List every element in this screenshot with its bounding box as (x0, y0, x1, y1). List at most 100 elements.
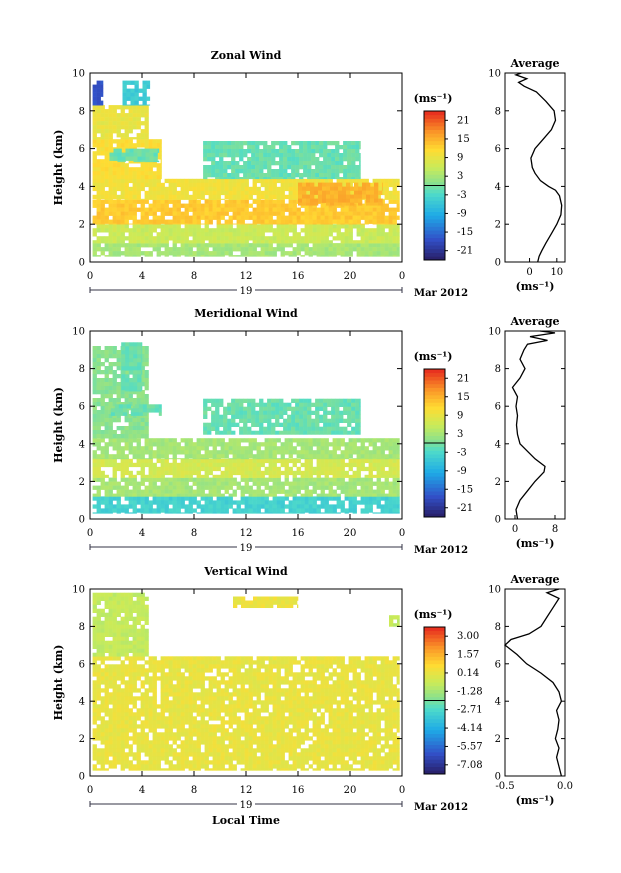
colorbar-tick-label: -3 (457, 447, 467, 458)
month-label: Mar 2012 (414, 802, 468, 813)
y-tick-label: 8 (79, 364, 85, 375)
x-tick-label: 0 (87, 271, 93, 282)
colorbar-band (424, 476, 445, 481)
colorbar-band (424, 682, 445, 687)
colorbar-band (424, 656, 445, 661)
x-tick-label: 8 (191, 785, 197, 796)
average-title: Average (509, 573, 559, 586)
colorbar-band (424, 163, 445, 168)
average-y-tick-label: 2 (495, 477, 501, 488)
heat-region (92, 224, 400, 244)
colorbar-tick-label: 9 (457, 153, 463, 164)
colorbar-tick-label: -3 (457, 190, 467, 201)
y-tick-label: 0 (79, 258, 85, 269)
colorbar-band (424, 417, 445, 422)
colorbar-band (424, 245, 445, 250)
colorbar-band (424, 178, 445, 183)
heat-region (92, 105, 149, 140)
colorbar-tick-label: -9 (457, 466, 467, 477)
colorbar-tick-label: -7.08 (457, 760, 483, 771)
colorbar-band (424, 502, 445, 507)
colorbar-band (424, 505, 445, 510)
colorbar-band (424, 737, 445, 742)
colorbar-band (424, 398, 445, 403)
colorbar-band (424, 641, 445, 646)
heat-region (92, 80, 104, 106)
colorbar-band (424, 111, 445, 116)
colorbar-band (424, 252, 445, 257)
heat-region (92, 656, 400, 771)
chart-title: Zonal Wind (211, 49, 282, 62)
colorbar-band (424, 450, 445, 455)
colorbar-band (424, 446, 445, 451)
colorbar-band (424, 667, 445, 672)
x-tick-label: 4 (139, 528, 145, 539)
average-frame (504, 588, 566, 777)
colorbar-band (424, 671, 445, 676)
colorbar-band (424, 733, 445, 738)
average-y-tick-label: 4 (495, 697, 501, 708)
colorbar-tick-label: 9 (457, 410, 463, 421)
colorbar-band (424, 472, 445, 477)
colorbar-band (424, 372, 445, 377)
average-y-tick-label: 0 (495, 515, 501, 526)
x-tick-label: 4 (139, 785, 145, 796)
colorbar-band (424, 744, 445, 749)
colorbar-band (424, 233, 445, 239)
date-label-bg (237, 799, 255, 809)
heat-region (298, 182, 383, 206)
colorbar-tick-label: -5.57 (457, 741, 483, 752)
colorbar-band (424, 241, 445, 246)
colorbar-band (424, 634, 445, 639)
colorbar-band (424, 230, 445, 235)
x-tick-label: 16 (292, 271, 305, 282)
colorbar-band (424, 391, 445, 396)
colorbar-band (424, 726, 445, 731)
heat-region (92, 438, 400, 460)
average-y-tick-label: 10 (488, 69, 501, 80)
date-label: 19 (240, 286, 253, 297)
average-unit: (ms⁻¹) (516, 794, 555, 807)
y-tick-label: 4 (79, 697, 85, 708)
colorbar-band (424, 700, 445, 705)
y-tick-label: 0 (79, 772, 85, 783)
x-tick-label: 16 (292, 528, 305, 539)
heat-region (109, 148, 160, 163)
average-y-tick-label: 2 (495, 734, 501, 745)
heat-region (121, 342, 143, 392)
average-frame (504, 330, 566, 520)
x-axis-label: Local Time (212, 814, 280, 827)
colorbar-band (424, 715, 445, 720)
average-profile-line (511, 330, 556, 520)
colorbar-band (424, 707, 445, 712)
heat-region (92, 496, 400, 514)
date-label: 19 (240, 543, 253, 554)
colorbar-band (424, 207, 445, 212)
x-tick-label: 4 (139, 271, 145, 282)
colorbar-band (424, 226, 445, 231)
x-tick-label: 0 (399, 785, 405, 796)
colorbar-band (424, 487, 445, 492)
colorbar-band (424, 380, 445, 385)
colorbar-band (424, 151, 445, 157)
heat-region (122, 80, 151, 106)
average-x-tick-label: 0 (526, 267, 532, 278)
colorbar-band (424, 140, 445, 145)
x-tick-label: 20 (344, 785, 357, 796)
date-label: 19 (240, 800, 253, 811)
colorbar-band (424, 454, 445, 459)
colorbar-tick-label: 0.14 (457, 668, 479, 679)
colorbar-band (424, 457, 445, 462)
average-profile-line (513, 72, 563, 263)
colorbar-tick-label: 1.57 (457, 650, 479, 661)
average-unit: (ms⁻¹) (516, 537, 555, 550)
colorbar-band (424, 424, 445, 429)
x-tick-label: 20 (344, 271, 357, 282)
colorbar-band (424, 166, 445, 172)
heat-region (203, 141, 361, 180)
colorbar-band (424, 413, 445, 418)
colorbar-unit: (ms⁻¹) (414, 608, 453, 621)
colorbar-tick-label: 3.00 (457, 631, 479, 642)
heat-region (92, 477, 400, 497)
